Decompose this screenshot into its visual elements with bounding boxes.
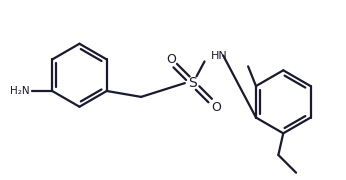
Text: O: O bbox=[211, 101, 221, 114]
Text: H₂N: H₂N bbox=[10, 86, 29, 96]
Text: HN: HN bbox=[210, 51, 227, 60]
Text: S: S bbox=[188, 76, 197, 90]
Text: O: O bbox=[166, 53, 176, 66]
